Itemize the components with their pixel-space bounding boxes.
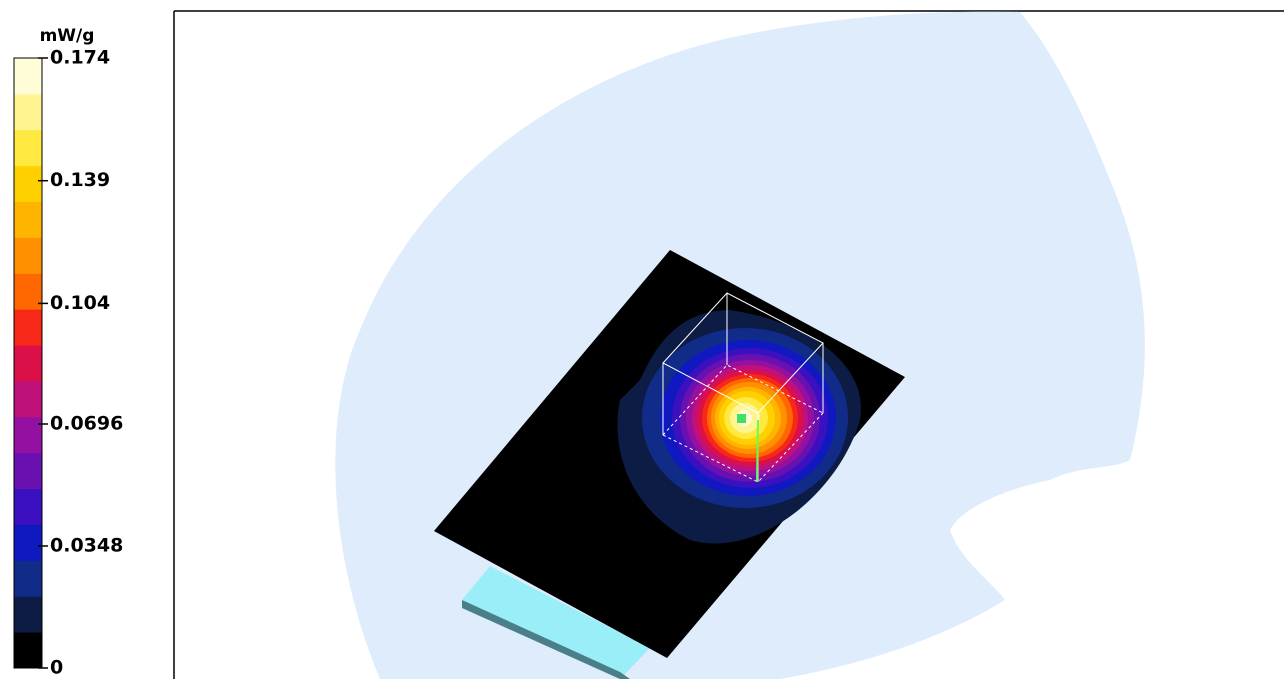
colorbar-band	[14, 632, 42, 669]
colorbar-tick-label: 0.0696	[50, 413, 123, 435]
colorbar-band	[14, 309, 42, 346]
colorbar-tick-label: 0	[50, 657, 63, 679]
colorbar-band	[14, 452, 42, 490]
colorbar-band	[14, 93, 42, 131]
colorbar-tick-label: 0.174	[50, 47, 110, 69]
colorbar-band	[14, 488, 42, 525]
colorbar-tick-label: 0.104	[50, 292, 110, 314]
colorbar-band	[14, 416, 42, 454]
colorbar: 0.174 0.139 0.104 0.0696 0.0348 0	[13, 47, 123, 679]
colorbar-unit: mW/g	[40, 26, 95, 46]
zoom-cube	[662, 292, 824, 483]
probe	[756, 419, 759, 483]
viewport	[335, 11, 1145, 679]
colorbar-tick-label: 0.0348	[50, 535, 123, 557]
colorbar-band	[14, 58, 42, 95]
colorbar-band	[14, 165, 42, 203]
colorbar-border	[13, 57, 43, 669]
colorbar-band	[14, 596, 42, 633]
colorbar-band	[14, 380, 42, 418]
colorbar-band	[14, 129, 42, 167]
colorbar-band	[14, 273, 42, 310]
colorbar-band	[14, 237, 42, 274]
colorbar-band	[14, 345, 42, 382]
colorbar-band	[14, 201, 42, 238]
peak-marker	[737, 414, 746, 423]
colorbar-tick-label: 0.139	[50, 169, 110, 191]
device-edge	[462, 600, 630, 679]
colorbar-band	[14, 560, 42, 597]
colorbar-band	[14, 524, 42, 561]
device	[462, 566, 650, 679]
